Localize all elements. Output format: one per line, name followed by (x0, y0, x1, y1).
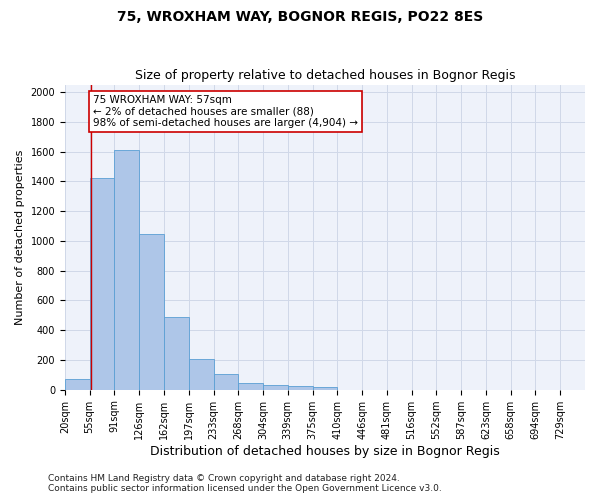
Bar (164, 317, 189, 390)
Bar (189, 359, 214, 390)
Bar (263, 384, 288, 390)
X-axis label: Distribution of detached houses by size in Bognor Regis: Distribution of detached houses by size … (150, 444, 500, 458)
Bar (238, 382, 263, 390)
Bar (214, 374, 238, 390)
Bar (139, 234, 164, 390)
Text: 75 WROXHAM WAY: 57sqm
← 2% of detached houses are smaller (88)
98% of semi-detac: 75 WROXHAM WAY: 57sqm ← 2% of detached h… (93, 95, 358, 128)
Title: Size of property relative to detached houses in Bognor Regis: Size of property relative to detached ho… (135, 69, 515, 82)
Bar (65, 378, 89, 390)
Y-axis label: Number of detached properties: Number of detached properties (15, 150, 25, 325)
Bar (89, 178, 115, 390)
Bar (288, 386, 313, 390)
Text: 75, WROXHAM WAY, BOGNOR REGIS, PO22 8ES: 75, WROXHAM WAY, BOGNOR REGIS, PO22 8ES (117, 10, 483, 24)
Bar (313, 387, 337, 390)
Text: Contains public sector information licensed under the Open Government Licence v3: Contains public sector information licen… (48, 484, 442, 493)
Bar (115, 150, 139, 390)
Text: Contains HM Land Registry data © Crown copyright and database right 2024.: Contains HM Land Registry data © Crown c… (48, 474, 400, 483)
